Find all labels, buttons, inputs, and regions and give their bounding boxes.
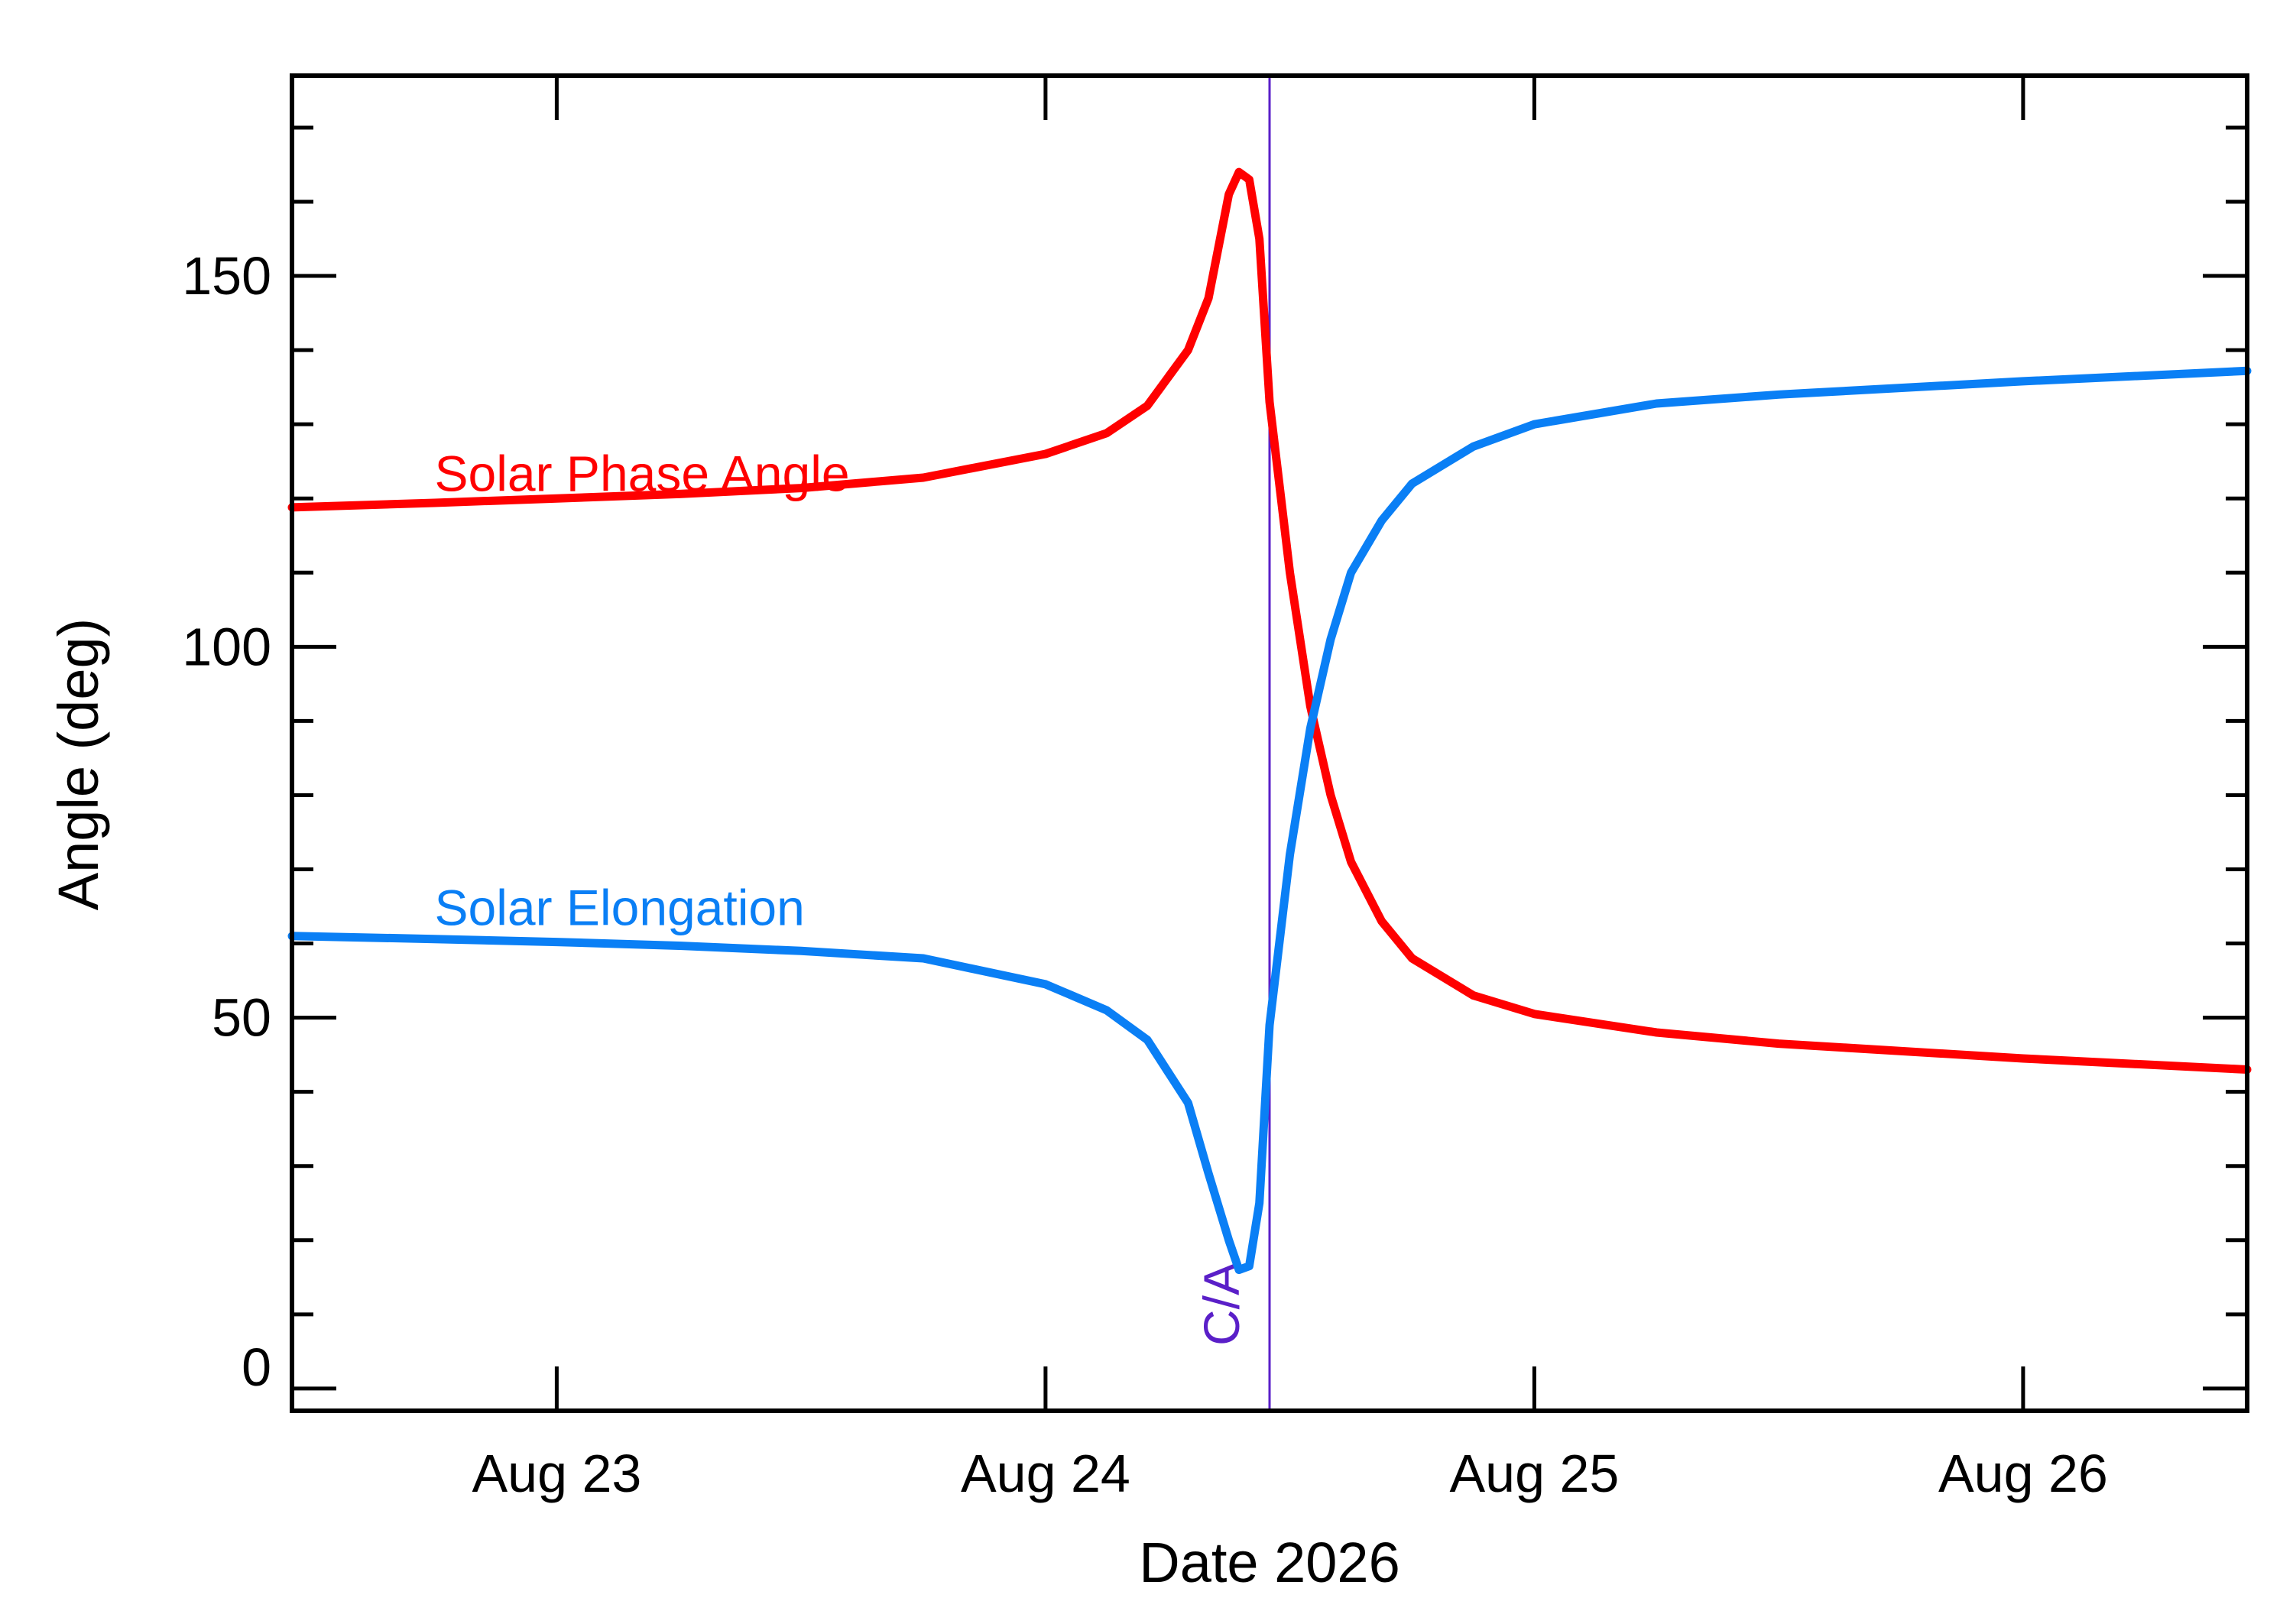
y-axis-title: Angle (deg) — [47, 618, 110, 911]
x-tick-label: Aug 23 — [472, 1444, 641, 1503]
y-tick-label: 150 — [182, 246, 271, 306]
tick-labels: Aug 23 Aug 24 Aug 25 Aug 26 0 50 100 150 Solar P… — [182, 246, 2108, 1503]
x-axis-title: Date 2026 — [1139, 1531, 1400, 1594]
y-tick-label: 100 — [182, 617, 271, 676]
x-tick-label: Aug 25 — [1449, 1444, 1619, 1503]
y-tick-label: 50 — [212, 988, 271, 1048]
closest-approach-marker: C/A — [1193, 76, 1271, 1411]
y-tick-label: 0 — [242, 1337, 271, 1397]
plot-frame — [290, 73, 2249, 1413]
series-line-solar-elongation — [287, 366, 2252, 1275]
series-line-solar-phase-angle — [287, 167, 2252, 1074]
x-tick-label: Aug 24 — [961, 1444, 1130, 1503]
x-tick-label: Aug 26 — [1938, 1444, 2108, 1503]
series-annotation-solar-elongation: Solar Elongation — [435, 879, 805, 935]
series-lines — [287, 167, 2252, 1275]
series-annotation-solar-phase-angle: Solar Phase Angle — [435, 446, 850, 502]
closest-approach-label: C/A — [1193, 1262, 1250, 1346]
axis-ticks — [292, 76, 2247, 1411]
